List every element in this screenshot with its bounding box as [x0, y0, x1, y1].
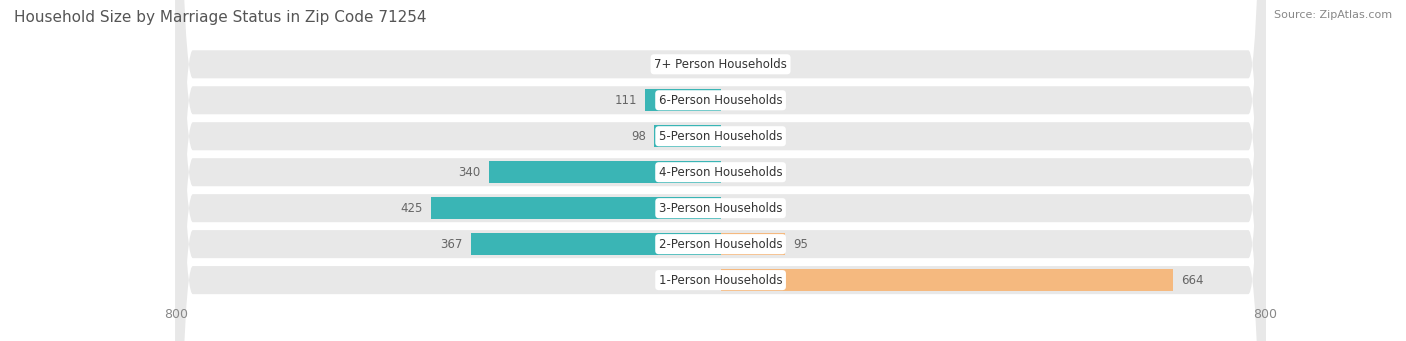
Bar: [489, 161, 721, 183]
Text: 367: 367: [440, 238, 463, 251]
Text: 0: 0: [704, 58, 713, 71]
Text: 0: 0: [728, 202, 737, 215]
Text: 111: 111: [614, 94, 637, 107]
Bar: [645, 89, 721, 111]
Bar: [471, 233, 721, 255]
FancyBboxPatch shape: [176, 0, 1265, 341]
Text: 664: 664: [1181, 273, 1204, 286]
Bar: [721, 269, 1173, 291]
Text: 0: 0: [728, 94, 737, 107]
Text: 4-Person Households: 4-Person Households: [659, 166, 782, 179]
Bar: [721, 233, 786, 255]
Text: 98: 98: [631, 130, 645, 143]
FancyBboxPatch shape: [176, 0, 1265, 341]
Text: 1-Person Households: 1-Person Households: [659, 273, 782, 286]
Text: 5-Person Households: 5-Person Households: [659, 130, 782, 143]
Text: 6-Person Households: 6-Person Households: [659, 94, 782, 107]
Text: 95: 95: [793, 238, 808, 251]
Text: 7+ Person Households: 7+ Person Households: [654, 58, 787, 71]
Text: 0: 0: [728, 130, 737, 143]
FancyBboxPatch shape: [176, 0, 1265, 341]
Text: 0: 0: [728, 166, 737, 179]
FancyBboxPatch shape: [176, 0, 1265, 341]
Text: 2-Person Households: 2-Person Households: [659, 238, 782, 251]
Bar: [654, 125, 721, 147]
FancyBboxPatch shape: [176, 0, 1265, 341]
Text: 340: 340: [458, 166, 481, 179]
Text: Source: ZipAtlas.com: Source: ZipAtlas.com: [1274, 10, 1392, 20]
Text: 0: 0: [704, 273, 713, 286]
FancyBboxPatch shape: [176, 0, 1265, 341]
Text: 3-Person Households: 3-Person Households: [659, 202, 782, 215]
Text: Household Size by Marriage Status in Zip Code 71254: Household Size by Marriage Status in Zip…: [14, 10, 426, 25]
Bar: [432, 197, 721, 219]
Text: 425: 425: [401, 202, 423, 215]
FancyBboxPatch shape: [176, 0, 1265, 341]
Text: 0: 0: [728, 58, 737, 71]
